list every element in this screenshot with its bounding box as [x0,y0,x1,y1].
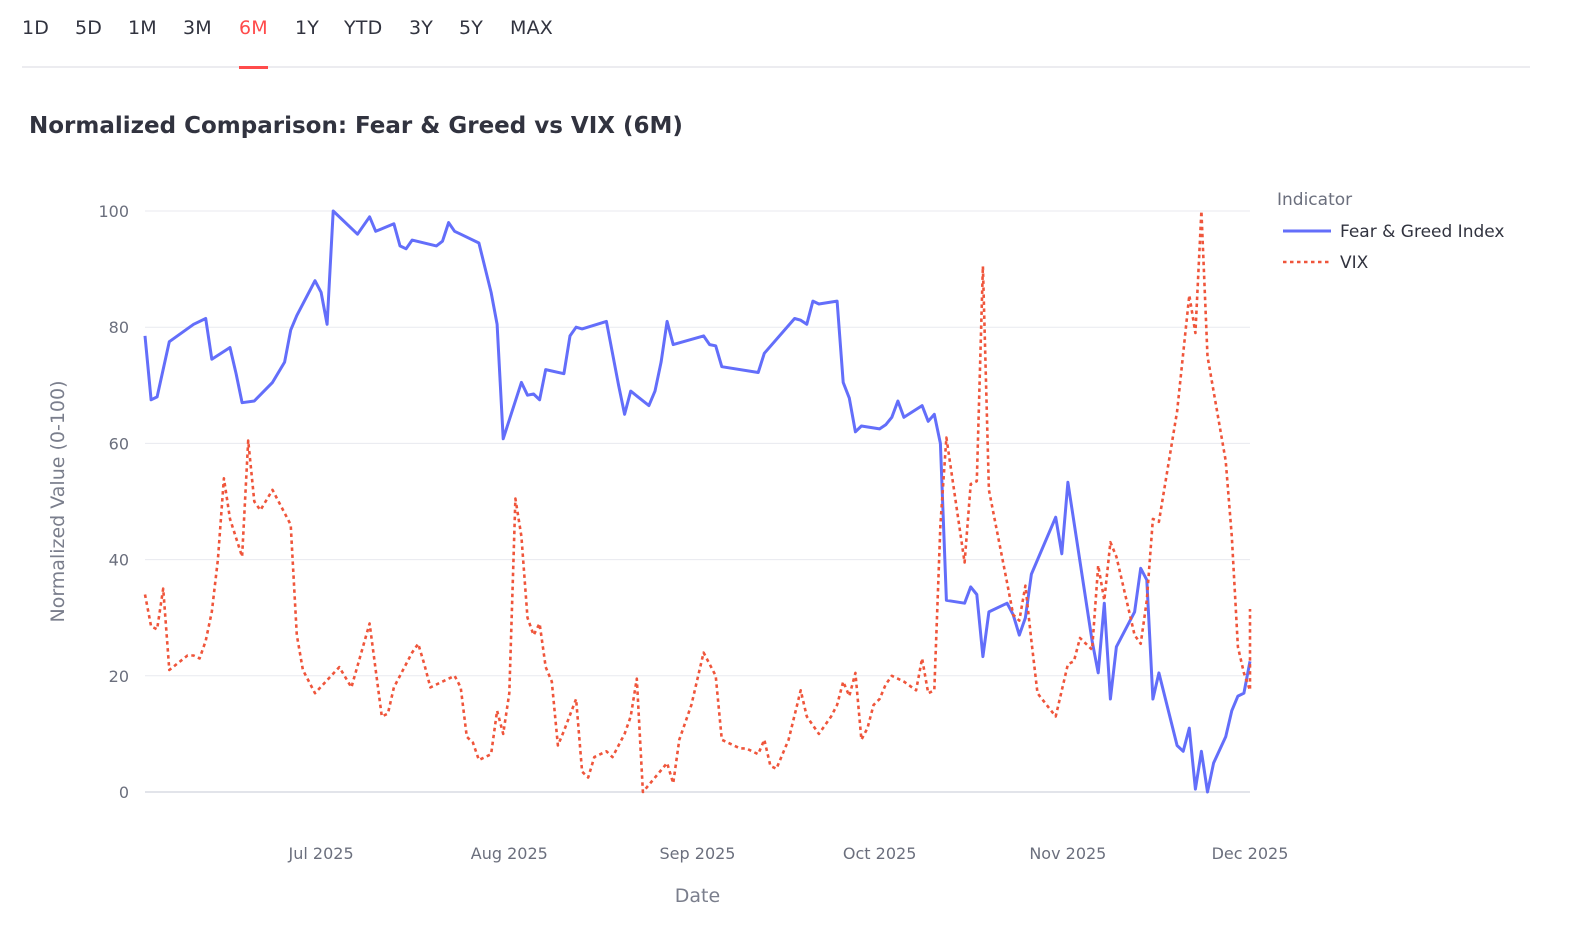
tab-1d[interactable]: 1D [22,17,50,39]
y-tick-label: 80 [109,318,129,337]
y-tick-label: 20 [109,667,129,686]
x-tick-label: Sep 2025 [660,844,736,863]
y-axis-title: Normalized Value (0-100) [47,380,69,622]
grid-lines [145,210,1250,793]
y-tick-label: 100 [98,202,129,221]
legend-item-fear-greed[interactable]: Fear & Greed Index [1283,222,1504,242]
chart-title: Normalized Comparison: Fear & Greed vs V… [29,113,683,139]
series-lines [143,209,1252,794]
tab-3y[interactable]: 3Y [409,17,434,39]
y-axis-ticks: 0 20 40 60 80 100 [98,202,129,802]
tab-1y[interactable]: 1Y [295,17,320,39]
y-tick-label: 40 [109,551,129,570]
tab-1m[interactable]: 1M [128,17,157,39]
x-tick-label: Jul 2025 [288,844,354,863]
tab-3m[interactable]: 3M [183,17,212,39]
x-tick-label: Dec 2025 [1212,844,1289,863]
x-tick-label: Oct 2025 [843,844,916,863]
tab-5y[interactable]: 5Y [459,17,484,39]
x-axis-title: Date [675,885,720,907]
legend-title: Indicator [1277,190,1352,210]
series-line-fear-greed [143,209,1252,794]
tab-6m[interactable]: 6M [239,17,268,69]
legend-item-vix[interactable]: VIX [1283,253,1369,273]
tab-ytd[interactable]: YTD [344,17,383,39]
legend[interactable]: Indicator Fear & Greed Index VIX [1277,190,1504,273]
legend-label: VIX [1340,253,1369,273]
y-tick-label: 60 [109,434,129,453]
legend-label: Fear & Greed Index [1340,222,1504,242]
tab-5d[interactable]: 5D [75,17,103,39]
tab-max[interactable]: MAX [510,17,554,39]
x-axis-ticks: Jul 2025 Aug 2025 Sep 2025 Oct 2025 Nov 2025… [288,844,1289,863]
y-tick-label: 0 [119,783,129,802]
x-tick-label: Aug 2025 [471,844,548,863]
series-line-vix [143,209,1252,794]
x-tick-label: Nov 2025 [1029,844,1106,863]
period-tabs: 1D 5D 1M 3M 6M 1Y YTD 3Y 5Y MAX [22,0,1530,69]
